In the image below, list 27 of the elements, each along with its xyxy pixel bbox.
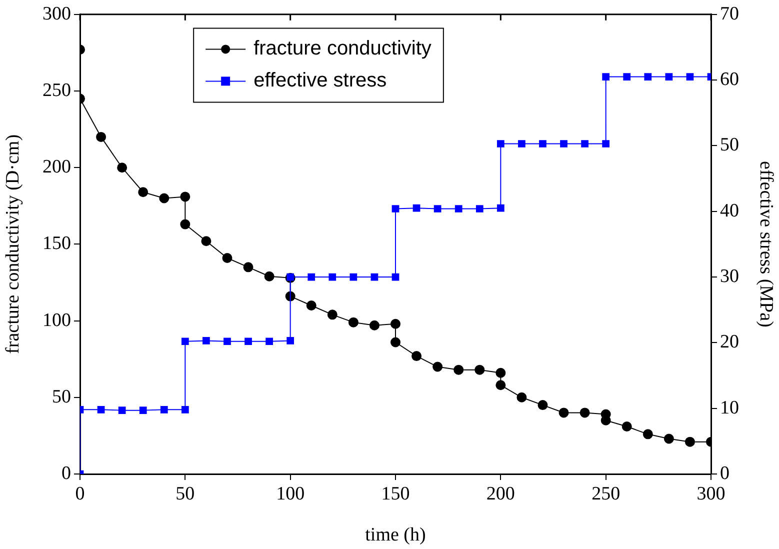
x-tick-label: 250: [592, 483, 620, 504]
y-axis-title: fracture conductivity (D·cm): [2, 134, 24, 354]
y2-tick-label: 30: [720, 266, 739, 288]
y2-tick-label: 40: [720, 200, 739, 222]
y-tick-label: 200: [42, 156, 71, 178]
y-tick-label: 50: [52, 386, 71, 408]
y2-tick-label: 20: [720, 332, 739, 353]
x-tick-label: 50: [176, 483, 195, 504]
y2-tick-label: 10: [720, 397, 739, 418]
y-tick-label: 150: [42, 233, 71, 254]
legend-label: effective stress: [254, 70, 387, 92]
x-tick-label: 200: [486, 483, 515, 504]
legend-label: fracture conductivity: [254, 38, 432, 60]
y2-tick-label: 60: [720, 69, 739, 90]
y2-tick-label: 70: [720, 3, 739, 24]
y-tick-label: 100: [42, 310, 71, 331]
x-tick-label: 0: [75, 483, 85, 504]
x-tick-label: 300: [696, 483, 726, 504]
y2-tick-label: 50: [720, 134, 739, 156]
y-tick-label: 300: [42, 3, 71, 24]
x-tick-label: 150: [381, 483, 410, 504]
y-tick-label: 0: [62, 462, 71, 484]
x-tick-label: 100: [276, 483, 305, 504]
y-tick-label: 250: [42, 80, 71, 101]
y2-tick-label: 0: [720, 462, 730, 484]
y2-axis-title: effective stress (MPa): [756, 161, 777, 328]
x-axis-title: time (h): [365, 524, 426, 546]
